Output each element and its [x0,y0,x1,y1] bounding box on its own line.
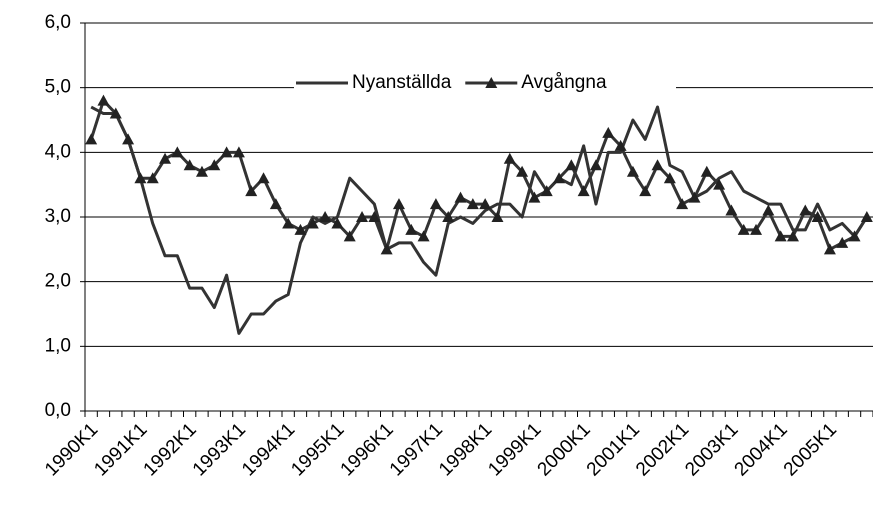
marker [823,243,836,255]
x-tick-label: 2005K1 [780,419,841,480]
marker [750,223,763,235]
marker [220,146,233,158]
marker [429,198,442,210]
marker [183,159,196,171]
marker [442,211,455,222]
marker [405,223,418,235]
marker [602,126,615,138]
marker [676,198,689,210]
marker [516,165,529,177]
marker [799,204,812,216]
marker [479,198,492,210]
y-tick-label: 6,0 [45,12,71,33]
marker [257,172,270,184]
x-tick-label: 2004K1 [731,419,792,480]
x-tick-label: 1993K1 [189,419,250,480]
legend-label: Nyanställda [352,72,452,93]
marker [786,230,799,242]
marker [639,185,652,197]
x-tick-label: 1990K1 [41,419,102,480]
marker [860,211,873,222]
marker [269,198,282,210]
marker [553,172,566,184]
marker [688,191,701,203]
marker [848,230,861,242]
marker [614,139,627,151]
marker [836,236,849,248]
marker [466,198,479,210]
x-tick-label: 2002K1 [632,419,693,480]
marker [109,107,122,119]
marker [122,133,135,145]
y-tick-label: 1,0 [45,335,71,356]
marker [725,204,738,216]
y-tick-label: 2,0 [45,271,71,292]
x-tick-label: 2003K1 [681,419,742,480]
x-tick-label: 1994K1 [238,419,299,480]
x-tick-label: 2001K1 [583,419,644,480]
marker [565,159,578,171]
marker [343,230,356,242]
x-tick-label: 1997K1 [386,419,447,480]
x-tick-label: 2000K1 [534,419,595,480]
x-tick-label: 1998K1 [435,419,496,480]
marker [417,230,430,242]
marker [245,185,258,197]
x-tick-label: 1991K1 [90,419,151,480]
x-tick-label: 1995K1 [287,419,348,480]
x-tick-label: 1992K1 [140,419,201,480]
marker [737,223,750,235]
marker [232,146,245,158]
series-line [89,99,869,251]
marker [503,152,516,164]
y-tick-label: 4,0 [45,141,71,162]
marker [331,217,344,229]
y-tick-label: 3,0 [45,206,71,227]
marker [626,165,639,177]
marker [392,198,405,210]
marker [491,211,504,222]
marker [208,159,221,171]
marker [97,94,110,106]
marker [306,217,319,229]
marker [319,211,332,222]
marker [540,185,553,197]
marker [700,165,713,177]
marker [577,185,590,197]
marker [171,146,184,158]
marker [454,191,467,203]
y-tick-label: 0,0 [45,400,71,421]
marker [282,217,295,229]
marker [134,172,147,184]
marker [85,133,98,145]
marker [380,243,393,255]
marker [146,172,159,184]
marker [762,204,775,216]
marker [528,191,541,203]
marker [589,159,602,171]
marker [774,230,787,242]
marker [356,211,369,222]
y-tick-label: 5,0 [45,77,71,98]
series-line [90,105,869,335]
x-tick-label: 1999K1 [484,419,545,480]
legend-label: Avgångna [521,72,607,93]
x-tick-label: 1996K1 [337,419,398,480]
marker [651,159,664,171]
legend-marker [485,77,498,88]
marker [294,223,307,235]
marker [713,178,726,190]
marker [663,172,676,184]
marker [195,165,208,177]
marker [159,152,172,164]
legend: Nyanställda Avgångna [294,69,676,97]
marker [811,211,824,222]
marker [368,211,381,222]
